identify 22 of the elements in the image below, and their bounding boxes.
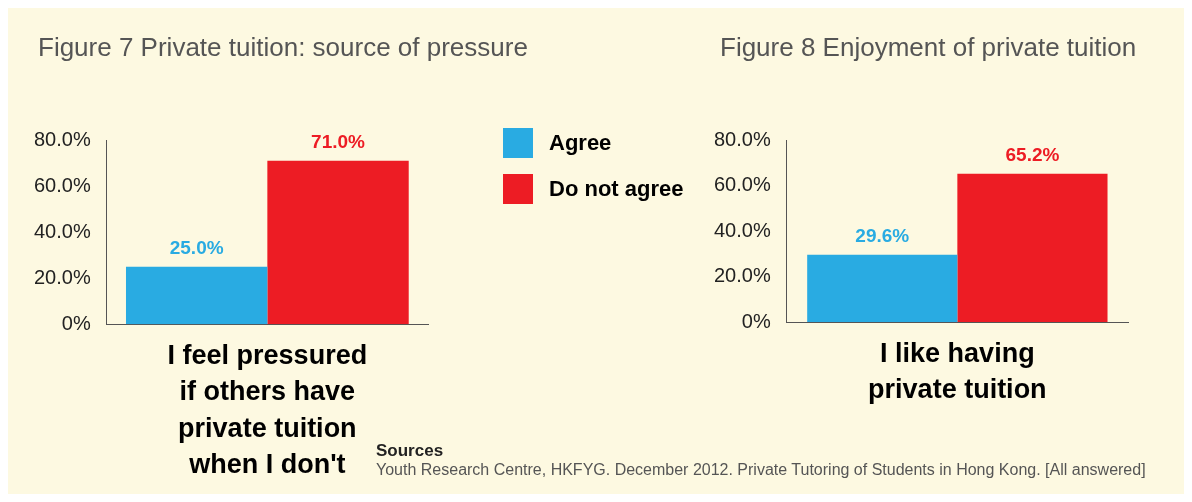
data-label: 29.6% bbox=[855, 225, 910, 247]
y-tick-label: 80.0% bbox=[33, 127, 91, 150]
x-tick-label: I feel pressured if others have private tuition when I don't bbox=[167, 339, 368, 480]
y-tick-label: 40.0% bbox=[713, 218, 771, 241]
y-tick-label: 0% bbox=[741, 309, 771, 332]
text: Sources bbox=[376, 441, 445, 461]
legend-label: Do not agree bbox=[549, 176, 684, 202]
y-tick-label: 60.0% bbox=[713, 173, 771, 196]
y-tick-label: 80.0% bbox=[713, 127, 771, 150]
chart-title: Figure 8 Enjoyment of private tuition bbox=[720, 32, 1137, 63]
data-label: 65.2% bbox=[1005, 144, 1060, 166]
chart-title: Figure 7 Private tuition: source of pressure bbox=[38, 32, 528, 63]
y-tick-label: 60.0% bbox=[33, 173, 91, 196]
data-label: 25.0% bbox=[169, 237, 224, 259]
y-tick-label: 20.0% bbox=[33, 265, 91, 288]
text: Youth Research Centre, HKFYG. December 2012. Private Tutoring of Students in Hong Kong. [All answered] bbox=[376, 461, 1146, 479]
y-tick-label: 20.0% bbox=[713, 264, 771, 287]
x-tick-label: I like having private tuition bbox=[868, 337, 1047, 405]
y-tick-label: 40.0% bbox=[33, 219, 91, 242]
legend-label: Agree bbox=[549, 130, 612, 156]
y-tick-label: 0% bbox=[61, 311, 91, 334]
data-label: 71.0% bbox=[311, 131, 366, 153]
